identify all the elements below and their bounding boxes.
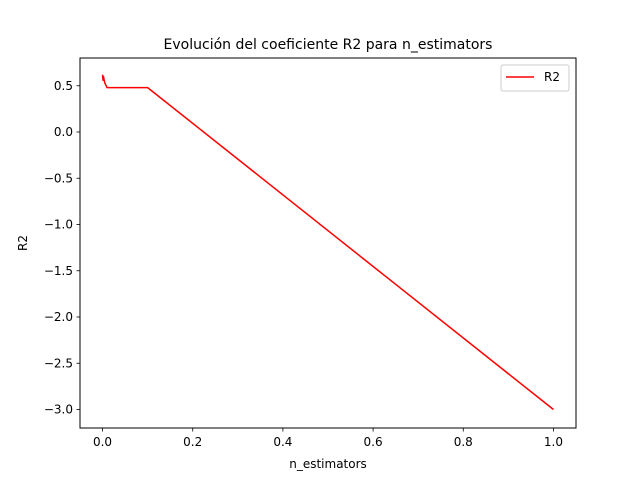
legend-box <box>500 64 570 92</box>
y-tick-label: 0.5 <box>54 79 73 93</box>
y-tick-label: −1.5 <box>44 264 73 278</box>
legend: R2 <box>500 64 570 92</box>
y-axis-ticks: 0.5 0.0 −0.5 −1.0 −1.5 −2.0 −2.5 −3.0 <box>44 79 80 417</box>
y-tick-label: −1.0 <box>44 218 73 232</box>
legend-label: R2 <box>544 70 560 84</box>
y-axis-label: R2 <box>16 235 30 251</box>
x-tick-label: 0.2 <box>183 435 202 449</box>
y-tick-label: −2.0 <box>44 310 73 324</box>
chart-title: Evolución del coeficiente R2 para n_esti… <box>164 37 493 53</box>
y-tick-label: 0.0 <box>54 125 73 139</box>
y-tick-label: −2.5 <box>44 356 73 370</box>
y-tick-label: −3.0 <box>44 403 73 417</box>
y-tick-label: −0.5 <box>44 171 73 185</box>
series-line-r2 <box>101 74 554 411</box>
plot-area <box>101 74 554 411</box>
x-tick-label: 0.6 <box>364 435 383 449</box>
x-tick-label: 0.8 <box>454 435 473 449</box>
x-axis-label: n_estimators <box>289 457 367 471</box>
x-tick-label: 0.0 <box>93 435 112 449</box>
x-axis-ticks: 0.0 0.2 0.4 0.6 0.8 1.0 <box>93 428 563 449</box>
x-tick-label: 1.0 <box>544 435 563 449</box>
x-tick-label: 0.4 <box>273 435 292 449</box>
plot-frame <box>79 57 577 429</box>
